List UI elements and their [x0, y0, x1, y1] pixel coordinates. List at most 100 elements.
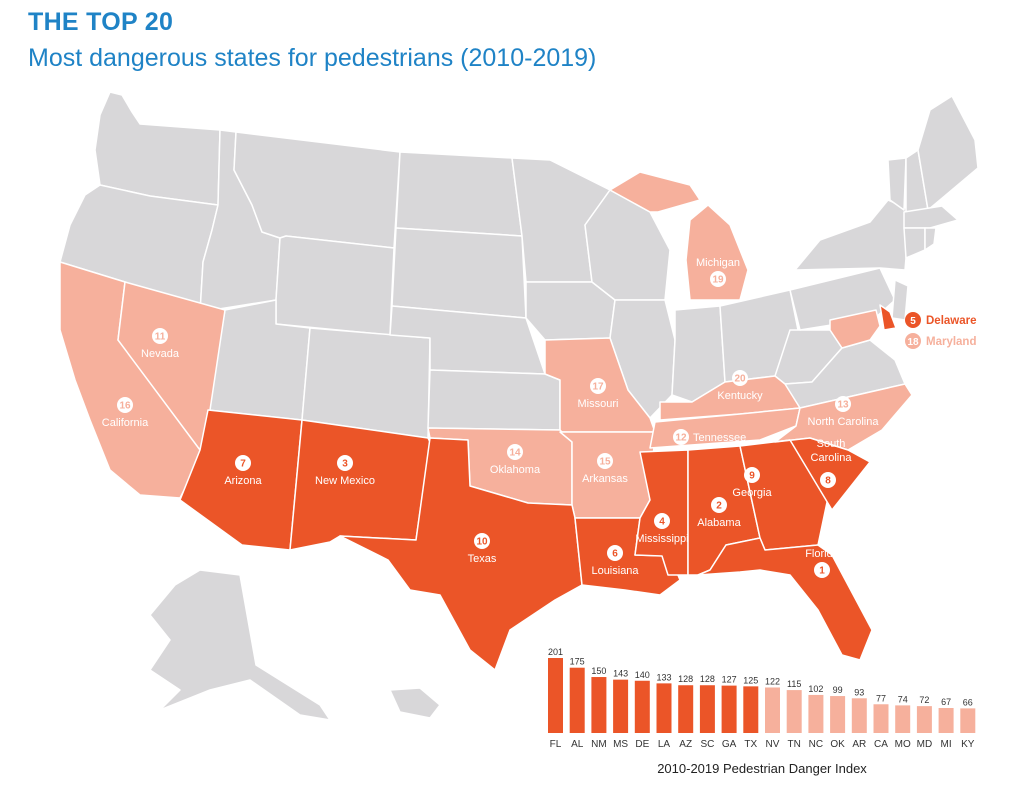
bar-category-label: TN [788, 739, 801, 750]
bar-category-label: AL [571, 739, 584, 750]
state-TX [339, 437, 583, 671]
state-name: California [102, 417, 149, 429]
bar-value-label: 140 [635, 670, 650, 680]
bar-az [678, 685, 694, 733]
rank-badge [607, 545, 623, 561]
state-MA [903, 205, 959, 229]
rank-number: 20 [734, 374, 746, 385]
bar-value-label: 175 [570, 657, 585, 667]
rank-number: 2 [716, 501, 722, 512]
rank-badge [235, 455, 251, 471]
page-title: THE TOP 20 [28, 8, 174, 36]
bar-tx [743, 686, 759, 733]
bar-category-label: MO [895, 739, 911, 750]
state-KS [427, 369, 561, 431]
bar-md [916, 706, 932, 733]
state-name: Missouri [578, 398, 619, 410]
bar-tn [786, 690, 802, 733]
rank-number: 8 [825, 476, 831, 487]
maryland-callout: 18 Maryland [905, 333, 977, 349]
state-label-la: 6 Louisiana [591, 545, 639, 577]
rank-badge [654, 513, 670, 529]
rank-number: 16 [119, 401, 131, 412]
state-name: New Mexico [315, 475, 375, 487]
bar-category-label: AR [852, 739, 866, 750]
danger-index-bar-chart: 2010-2019 Pedestrian Danger Index 201 FL 1… [548, 647, 976, 776]
state-RI [924, 227, 937, 251]
state-label-ok: 14 Oklahoma [490, 444, 541, 476]
bar-al [569, 667, 585, 733]
rank-badge [474, 533, 490, 549]
bar-category-label: LA [658, 739, 671, 750]
state-name: Arizona [224, 475, 262, 487]
state-HI [389, 687, 441, 719]
rank-badge [711, 497, 727, 513]
rank-number: 19 [712, 275, 724, 286]
state-DE [879, 304, 897, 331]
state-name: Michigan [696, 257, 740, 269]
bar-la [656, 683, 672, 733]
bar-category-label: DE [635, 739, 649, 750]
bar-category-label: GA [722, 739, 737, 750]
state-label-tn: 12 Tennessee [673, 429, 746, 445]
state-ME [917, 95, 979, 211]
bar-value-label: 128 [678, 674, 693, 684]
bar-ga [721, 685, 737, 733]
state-label-ms: 4 Mississippi [635, 513, 689, 545]
bar-de [634, 680, 650, 733]
state-ND [395, 151, 523, 237]
bar-value-label: 201 [548, 647, 563, 657]
delaware-rank-badge [905, 312, 921, 328]
state-label-ga: 9 Georgia [732, 467, 772, 499]
state-label-ar: 15 Arkansas [582, 453, 628, 485]
state-label-mi: 19 Michigan [696, 257, 740, 287]
rank-badge [673, 429, 689, 445]
state-name: Texas [468, 553, 497, 565]
rank-badge [337, 455, 353, 471]
bar-value-label: 150 [591, 666, 606, 676]
state-label-al: 2 Alabama [697, 497, 742, 529]
state-name: Nevada [141, 348, 180, 360]
rank-badge [820, 472, 836, 488]
bar-category-label: MI [941, 739, 952, 750]
bar-value-label: 74 [898, 694, 908, 704]
bar-value-label: 93 [854, 687, 864, 697]
state-name: Tennessee [693, 432, 746, 444]
bar-category-label: KY [961, 739, 975, 750]
bar-value-label: 122 [765, 676, 780, 686]
rank-number: 15 [599, 457, 611, 468]
state-AK [149, 569, 331, 721]
maryland-rank: 18 [907, 337, 919, 348]
rank-badge [835, 396, 851, 412]
bar-category-label: OK [830, 739, 845, 750]
rank-badge [814, 562, 830, 578]
bar-category-label: MS [613, 739, 628, 750]
page-subtitle: Most dangerous states for pedestrians (2… [28, 44, 597, 72]
state-FL [697, 537, 873, 661]
rank-badge [117, 397, 133, 413]
rank-number: 17 [592, 382, 604, 393]
bar-category-label: FL [550, 739, 562, 750]
bar-category-label: NC [809, 739, 823, 750]
chart-xlabel: 2010-2019 Pedestrian Danger Index [657, 761, 867, 776]
state-label-sc: 8 South Carolina [811, 438, 852, 488]
bar-value-label: 99 [833, 685, 843, 695]
bar-value-label: 115 [787, 679, 801, 689]
bar-value-label: 72 [919, 695, 929, 705]
state-name: Mississippi [635, 533, 688, 545]
rank-badge [590, 378, 606, 394]
rank-number: 13 [837, 400, 849, 411]
rank-number: 3 [342, 459, 348, 470]
state-name: Louisiana [591, 565, 639, 577]
bar-ca [873, 704, 889, 733]
state-label-az: 7 Arizona [224, 455, 263, 487]
state-label-fl: 1 Florida [805, 548, 840, 578]
rank-number: 9 [749, 471, 755, 482]
state-label-ca: 16 California [102, 397, 149, 429]
bar-ms [613, 679, 629, 733]
bar-fl [548, 658, 563, 733]
state-label-ky: 20 Kentucky [717, 370, 763, 402]
bar-value-label: 125 [743, 675, 758, 685]
bar-category-label: TX [744, 739, 757, 750]
